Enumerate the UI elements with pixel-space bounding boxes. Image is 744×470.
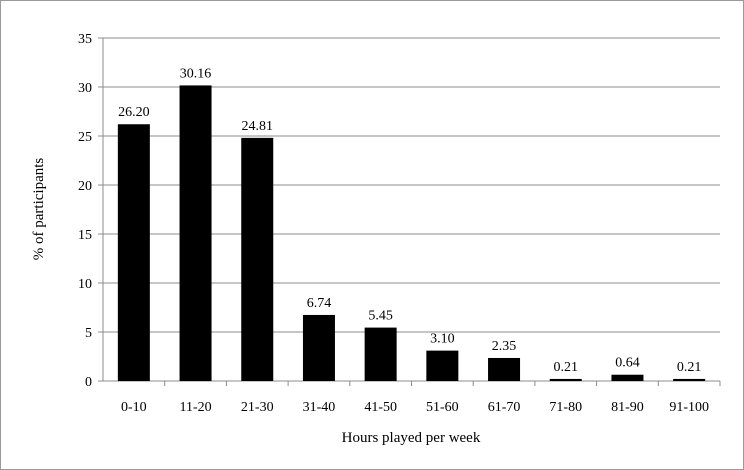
- x-tick-label: 31-40: [303, 400, 336, 415]
- y-tick-label: 5: [85, 326, 92, 341]
- y-tick-labels: 0 5 10 15 20 25 30 35: [78, 32, 92, 390]
- y-tick-label: 30: [78, 81, 92, 96]
- data-label: 0.64: [615, 356, 640, 371]
- bar-0-10: [117, 124, 150, 382]
- bar-31-40: [302, 314, 335, 381]
- bar-21-30: [241, 137, 274, 381]
- y-tick-label: 15: [78, 228, 92, 243]
- bar-61-70: [488, 357, 521, 381]
- data-label: 0.21: [554, 360, 579, 375]
- data-label: 30.16: [180, 66, 212, 81]
- y-tick-label: 25: [78, 130, 92, 145]
- x-tick-label: 61-70: [488, 400, 521, 415]
- x-axis-title: Hours played per week: [342, 430, 481, 446]
- data-label: 24.81: [242, 119, 274, 134]
- bar-41-50: [364, 327, 397, 381]
- x-tick-labels: 0-10 11-20 21-30 31-40 41-50 51-60 61-70 71-80 8…: [121, 400, 709, 415]
- x-tick-label: 41-50: [364, 400, 397, 415]
- x-tick-label: 11-20: [179, 400, 211, 415]
- data-label: 6.74: [307, 296, 332, 311]
- x-tick-label: 91-100: [669, 400, 709, 415]
- bar-11-20: [179, 85, 212, 381]
- x-tick-label: 71-80: [549, 400, 582, 415]
- data-label: 26.20: [118, 105, 150, 120]
- y-tick-label: 0: [85, 375, 92, 390]
- x-tick-label: 81-90: [611, 400, 644, 415]
- x-tick-label: 51-60: [426, 400, 459, 415]
- x-tick-label: 0-10: [121, 400, 147, 415]
- y-tick-label: 10: [78, 277, 92, 292]
- data-label: 5.45: [368, 309, 393, 324]
- bar-71-80: [549, 378, 582, 381]
- bar-81-90: [611, 374, 644, 381]
- data-labels: 26.20 30.16 24.81 6.74 5.45 3.10 2.35 0.21 0.64 0…: [118, 66, 701, 375]
- data-label: 0.21: [677, 360, 702, 375]
- y-axis-title: % of participants: [31, 158, 47, 261]
- x-tick-label: 21-30: [241, 400, 274, 415]
- bar-51-60: [426, 350, 459, 381]
- data-label: 2.35: [492, 339, 517, 354]
- bars: [117, 85, 706, 382]
- data-label: 3.10: [430, 332, 455, 347]
- y-tick-label: 35: [78, 32, 92, 47]
- y-tick-label: 20: [78, 179, 92, 194]
- bar-91-100: [673, 378, 706, 381]
